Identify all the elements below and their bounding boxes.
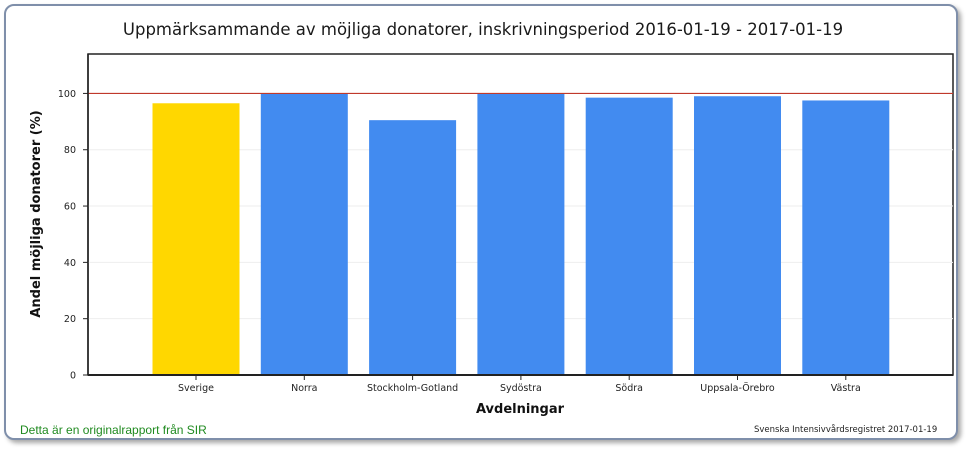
x-tick-label: Södra [615,383,643,394]
bar-södra [585,97,673,375]
y-axis-title: Andel möjliga donatorer (%) [29,110,44,317]
x-axis-title: Avdelningar [476,402,565,417]
footer-registry-credit: Svenska Intensivvårdsregistret 2017-01-1… [754,425,938,435]
x-tick-label: Stockholm-Gotland [367,383,458,394]
bar-sverige [152,103,240,376]
y-tick-label: 0 [70,371,76,382]
x-tick-label: Uppsala-Örebro [700,383,775,394]
axes-layer: 0 20 40 60 80 100 Sverige Norra Stockholm-Gotlan… [58,54,953,394]
bar-stockholm-gotland [369,120,457,375]
y-tick-label: 20 [64,314,76,325]
bar-uppsala-örebro [694,96,781,375]
y-tick-label: 80 [64,145,76,156]
x-tick-label: Västra [831,383,861,394]
x-tick-label: Sverige [178,383,214,394]
x-tick-label: Norra [291,383,317,394]
chart-title: Uppmärksammande av möjliga donatorer, in… [122,20,844,39]
y-tick-label: 40 [64,258,76,269]
footer-original-report-note: Detta är en originalrapport från SIR [20,423,207,437]
bar-sydöstra [477,93,565,375]
y-tick-label: 60 [64,202,76,213]
bar-västra [802,100,890,376]
bars-layer [88,92,953,376]
y-tick-label: 100 [58,89,76,100]
bar-norra [260,93,348,375]
x-tick-label: Sydöstra [500,383,542,394]
